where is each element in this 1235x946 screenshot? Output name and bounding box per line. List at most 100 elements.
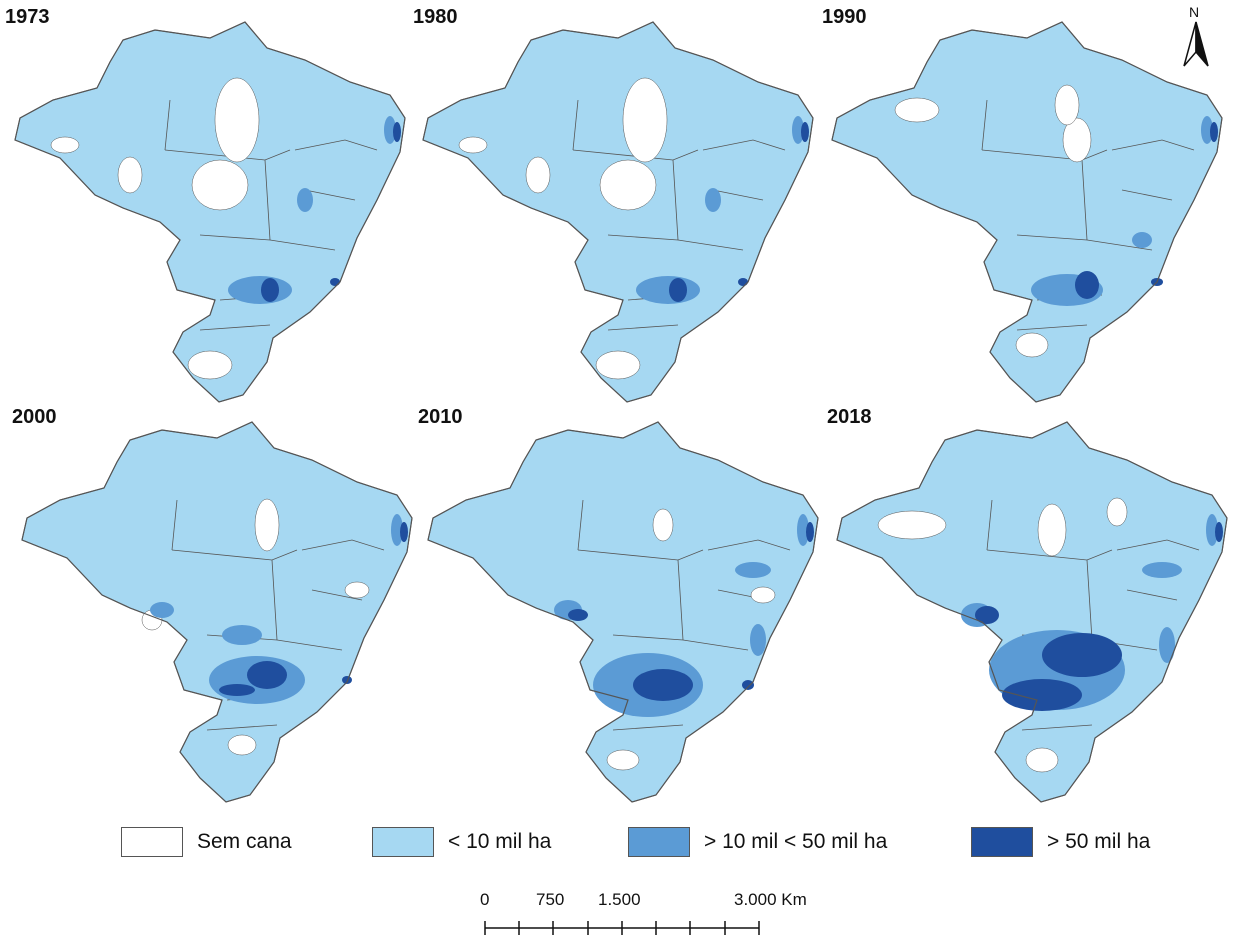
legend-swatch <box>628 827 690 857</box>
region-sem-cana <box>344 581 370 599</box>
region-sem-cana <box>187 350 233 380</box>
region-sem-cana <box>458 136 488 154</box>
state-border <box>672 159 679 241</box>
brazil-map <box>831 21 1223 403</box>
region-over-50-mil-ha <box>806 522 814 542</box>
legend-swatch <box>971 827 1033 857</box>
state-border <box>707 539 791 551</box>
region-10-50-mil-ha <box>792 116 804 144</box>
region-sem-cana <box>1037 503 1067 557</box>
region-over-50-mil-ha <box>1002 679 1082 711</box>
scale-tick-label: 1.500 <box>598 890 641 909</box>
country-outline <box>836 421 1228 803</box>
brazil-map <box>21 421 413 803</box>
brazil-map <box>836 421 1228 803</box>
region-10-50-mil-ha <box>297 188 313 212</box>
region-sem-cana <box>254 498 280 552</box>
state-border <box>171 499 178 551</box>
map-panel-1980: 1980 <box>413 0 823 405</box>
north-label: N <box>1189 4 1200 20</box>
region-10-50-mil-ha <box>150 602 174 618</box>
state-border <box>264 159 271 241</box>
region-sem-cana <box>214 77 260 163</box>
region-10-50-mil-ha <box>735 562 771 578</box>
state-border <box>199 234 336 251</box>
panel-year-label: 2018 <box>827 406 872 428</box>
state-border <box>986 499 993 551</box>
map-panel-1973: 1973 <box>5 0 415 405</box>
state-border <box>304 189 356 201</box>
region-sem-cana <box>599 159 657 211</box>
legend-label: > 10 mil < 50 mil ha <box>704 830 888 853</box>
scale-tick-label: 750 <box>536 890 565 909</box>
region-10-50-mil-ha <box>1159 627 1175 663</box>
country-border <box>831 21 1223 403</box>
panel-year-label: 1980 <box>413 6 458 28</box>
state-border <box>1081 159 1088 241</box>
state-border <box>311 589 363 601</box>
state-border <box>301 539 385 551</box>
state-border <box>677 559 684 641</box>
country-outline <box>427 421 819 803</box>
region-10-50-mil-ha <box>222 625 262 645</box>
region-10-50-mil-ha <box>384 116 396 144</box>
country-border <box>422 21 814 403</box>
region-sem-cana <box>1015 332 1049 358</box>
region-over-50-mil-ha <box>669 278 687 302</box>
state-border <box>607 324 679 331</box>
state-border <box>294 139 378 151</box>
country-outline <box>422 21 814 403</box>
region-10-50-mil-ha <box>1201 116 1213 144</box>
region-over-50-mil-ha <box>742 680 754 690</box>
region-10-50-mil-ha <box>1206 514 1218 546</box>
region-10-50-mil-ha <box>750 624 766 656</box>
state-border <box>1116 539 1200 551</box>
state-border <box>572 99 579 151</box>
region-sem-cana <box>894 97 940 123</box>
region-sem-cana <box>877 510 947 540</box>
state-border <box>199 324 271 331</box>
scale-bar-graphic <box>484 921 760 935</box>
region-10-50-mil-ha <box>797 514 809 546</box>
scale-tick-label: 3.000 Km <box>734 890 807 909</box>
region-sem-cana <box>50 136 80 154</box>
region-over-50-mil-ha <box>801 122 809 142</box>
state-border <box>1016 234 1153 251</box>
legend: Sem cana < 10 mil ha > 10 mil < 50 mil h… <box>0 825 1235 865</box>
region-sem-cana <box>595 350 641 380</box>
state-border <box>164 99 171 151</box>
state-border <box>1126 589 1178 601</box>
map-panel-1990: 1990 <box>822 0 1232 405</box>
state-border <box>612 724 684 731</box>
region-over-50-mil-ha <box>342 676 352 684</box>
state-border <box>271 559 278 641</box>
country-border <box>427 421 819 803</box>
map-panel-2018: 2018 <box>827 400 1235 805</box>
region-sem-cana <box>191 159 249 211</box>
region-10-50-mil-ha <box>1132 232 1152 248</box>
state-border <box>577 499 584 551</box>
region-over-50-mil-ha <box>1210 122 1218 142</box>
legend-swatch <box>121 827 183 857</box>
region-over-50-mil-ha <box>568 609 588 621</box>
region-sem-cana <box>1054 84 1080 126</box>
state-border <box>1121 189 1173 201</box>
map-panel-2010: 2010 <box>418 400 828 805</box>
country-outline <box>14 21 406 403</box>
state-border <box>206 724 278 731</box>
scale-bar: 0 750 1.500 3.000 Km <box>470 890 830 940</box>
state-border <box>612 634 749 651</box>
state-border <box>1111 139 1195 151</box>
region-sem-cana <box>1025 747 1059 773</box>
region-over-50-mil-ha <box>1215 522 1223 542</box>
region-over-50-mil-ha <box>633 669 693 701</box>
region-sem-cana <box>525 156 551 194</box>
region-sem-cana <box>227 734 257 756</box>
region-over-50-mil-ha <box>738 278 748 286</box>
region-over-50-mil-ha <box>219 684 255 696</box>
state-border <box>607 234 744 251</box>
country-outline <box>21 421 413 803</box>
brazil-map <box>427 421 819 803</box>
legend-label: Sem cana <box>197 830 292 853</box>
country-border <box>21 421 413 803</box>
